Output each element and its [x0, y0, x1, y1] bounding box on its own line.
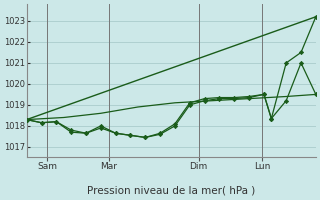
Text: Dim: Dim	[190, 162, 208, 171]
X-axis label: Pression niveau de la mer( hPa ): Pression niveau de la mer( hPa )	[87, 186, 255, 196]
Text: Sam: Sam	[37, 162, 57, 171]
Text: Mar: Mar	[100, 162, 117, 171]
Text: Lun: Lun	[254, 162, 270, 171]
